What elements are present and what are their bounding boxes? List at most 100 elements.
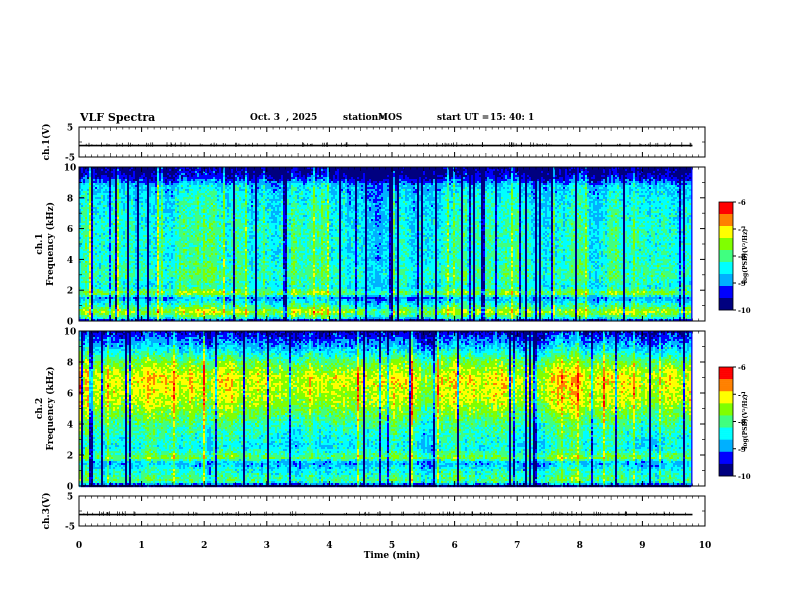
spectrogram-cell <box>199 181 202 184</box>
spectrogram-cell <box>101 219 104 222</box>
spectrogram-cell <box>113 195 116 198</box>
spectrogram-cell <box>155 175 158 178</box>
spectrogram-cell <box>199 219 202 222</box>
spectrogram-cell <box>131 273 134 276</box>
spectrogram-cell <box>153 195 156 198</box>
spectrogram-cell <box>167 241 170 244</box>
spectrogram-cell <box>161 303 164 306</box>
spectrogram-cell <box>151 203 154 206</box>
spectrogram-cell <box>197 217 200 220</box>
spectrogram-cell <box>105 263 108 266</box>
spectrogram-cell <box>97 211 100 214</box>
spectrogram-cell <box>187 197 190 200</box>
spectrogram-cell <box>169 227 172 230</box>
spectrogram-cell <box>175 195 178 198</box>
spectrogram-cell <box>147 171 150 174</box>
spectrogram-cell <box>177 219 180 222</box>
spectrogram-cell <box>187 287 190 290</box>
spectrogram-cell <box>133 265 136 268</box>
spectrogram-cell <box>105 297 108 300</box>
spectrogram-cell <box>185 247 188 250</box>
spectrogram-cell <box>83 227 86 230</box>
spectrogram-cell <box>149 171 152 174</box>
spectrogram-cell <box>177 207 180 210</box>
spectrogram-cell <box>99 193 102 196</box>
spectrogram-cell <box>111 281 114 284</box>
spectrogram-cell <box>133 197 136 200</box>
spectrogram-cell <box>145 253 148 256</box>
spectrogram-cell <box>123 289 126 292</box>
spectrogram-cell <box>85 249 88 252</box>
spectrogram-cell <box>79 191 82 194</box>
spectrogram-cell <box>165 283 168 286</box>
spectrogram-cell <box>191 259 194 262</box>
spectrogram-cell <box>137 247 140 250</box>
spectrogram-cell <box>191 215 194 218</box>
spectrogram-cell <box>85 203 88 206</box>
spectrogram-cell <box>153 263 156 266</box>
spectrogram-cell <box>105 217 108 220</box>
spectrogram-cell <box>117 249 120 252</box>
spectrogram-cell <box>195 179 198 182</box>
spectrogram-cell <box>119 209 122 212</box>
spectrogram-cell <box>107 271 110 274</box>
spectrogram-cell <box>163 179 166 182</box>
spectrogram-cell <box>165 179 168 182</box>
spectrogram-cell <box>185 181 188 184</box>
spectrogram-cell <box>121 177 124 180</box>
spectrogram-cell <box>97 209 100 212</box>
spectrogram-cell <box>119 313 122 316</box>
spectrogram-cell <box>129 223 132 226</box>
spectrogram-cell <box>121 259 124 262</box>
spectrogram-cell <box>93 253 96 256</box>
spectrogram-cell <box>183 167 186 170</box>
spectrogram-cell <box>189 179 192 182</box>
spectrogram-cell <box>91 247 94 250</box>
spectrogram-cell <box>151 253 154 256</box>
spectrogram-cell <box>185 167 188 170</box>
spectrogram-cell <box>147 235 150 238</box>
spectrogram-cell <box>143 293 146 296</box>
spectrogram-cell <box>83 207 86 210</box>
spectrogram-cell <box>187 233 190 236</box>
spectrogram-cell <box>119 201 122 204</box>
spectrogram-cell <box>129 199 132 202</box>
spectrogram-cell <box>177 237 180 240</box>
spectrogram-cell <box>91 229 94 232</box>
spectrogram-cell <box>161 255 164 258</box>
spectrogram-cell <box>129 197 132 200</box>
spectrogram-cell <box>127 289 130 292</box>
spectrogram-cell <box>85 183 88 186</box>
spectrogram-cell <box>113 211 116 214</box>
spectrogram-cell <box>93 221 96 224</box>
spectrogram-cell <box>193 195 196 198</box>
spectrogram-cell <box>195 269 198 272</box>
spectrogram-cell <box>173 265 176 268</box>
spectrogram-cell <box>183 255 186 258</box>
spectrogram-cell <box>115 235 118 238</box>
spectrogram-cell <box>143 241 146 244</box>
spectrogram-cell <box>141 179 144 182</box>
spectrogram-cell <box>97 295 100 298</box>
spectrogram-cell <box>197 243 200 246</box>
spectrogram-cell <box>173 311 176 314</box>
spectrogram-cell <box>153 233 156 236</box>
spectrogram-cell <box>193 279 196 282</box>
spectrogram-cell <box>191 305 194 308</box>
spectrogram-cell <box>155 319 158 322</box>
spectrogram-cell <box>193 313 196 316</box>
spectrogram-cell <box>117 187 120 190</box>
spectrogram-cell <box>145 233 148 236</box>
spectrogram-cell <box>139 185 142 188</box>
spectrogram-cell <box>183 185 186 188</box>
spectrogram-cell <box>171 305 174 308</box>
spectrogram-cell <box>149 225 152 228</box>
spectrogram-cell <box>129 213 132 216</box>
spectrogram-cell <box>157 201 160 204</box>
spectrogram-cell <box>155 195 158 198</box>
spectrogram-cell <box>161 229 164 232</box>
spectrogram-cell <box>179 273 182 276</box>
spectrogram-cell <box>171 201 174 204</box>
spectrogram-cell <box>143 267 146 270</box>
spectrogram-cell <box>83 279 86 282</box>
